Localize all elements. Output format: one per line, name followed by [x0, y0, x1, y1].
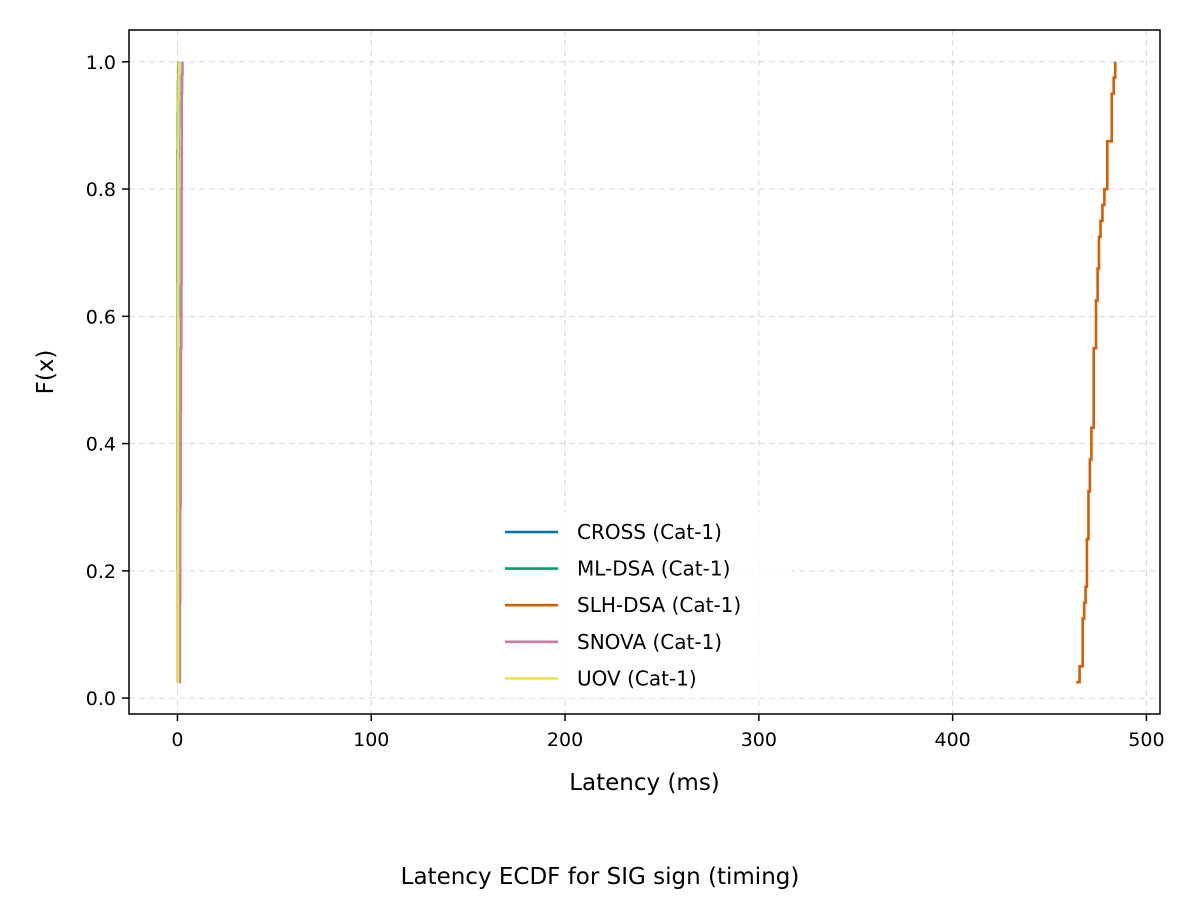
series-line-snova-cat-1: [178, 61, 184, 684]
x-tick-label: 0: [171, 729, 183, 751]
x-tick-label: 100: [353, 729, 389, 751]
series-group: [176, 61, 1117, 684]
y-tick-label: 0.0: [86, 688, 116, 710]
x-tick-label: 300: [741, 729, 777, 751]
y-axis-label: F(x): [33, 350, 59, 395]
y-tick-label: 0.2: [86, 561, 116, 583]
plot-area-frame: [128, 29, 1161, 715]
legend-label-uov-cat-1: UOV (Cat-1): [577, 666, 697, 690]
figure-caption: Latency ECDF for SIG sign (timing): [400, 864, 800, 890]
x-tick-label: 400: [935, 729, 971, 751]
series-line-uov-cat-1: [176, 61, 181, 683]
y-tick-label: 1.0: [86, 52, 116, 74]
x-tick-label: 200: [547, 729, 583, 751]
x-axis-label: Latency (ms): [569, 770, 720, 796]
legend-label-cross-cat-1: CROSS (Cat-1): [577, 520, 722, 544]
legend: CROSS (Cat-1) ML-DSA (Cat-1) SLH-DSA (Cat-…: [492, 512, 792, 698]
legend-label-ml-dsa-cat-1: ML-DSA (Cat-1): [577, 557, 730, 581]
axis-ticks: 0 100 200 300 400 500 0.0 0.2 0.4 0.6 0.8 1.0: [86, 52, 1165, 751]
x-tick-label: 500: [1128, 729, 1164, 751]
legend-label-snova-cat-1: SNOVA (Cat-1): [577, 630, 722, 654]
legend-label-slh-dsa-cat-1: SLH-DSA (Cat-1): [577, 593, 741, 617]
y-tick-label: 0.6: [86, 306, 116, 328]
grid: [129, 30, 1160, 714]
y-tick-label: 0.4: [86, 434, 116, 456]
series-line-slh-dsa-cat-1: [1076, 61, 1117, 684]
y-tick-label: 0.8: [86, 179, 116, 201]
